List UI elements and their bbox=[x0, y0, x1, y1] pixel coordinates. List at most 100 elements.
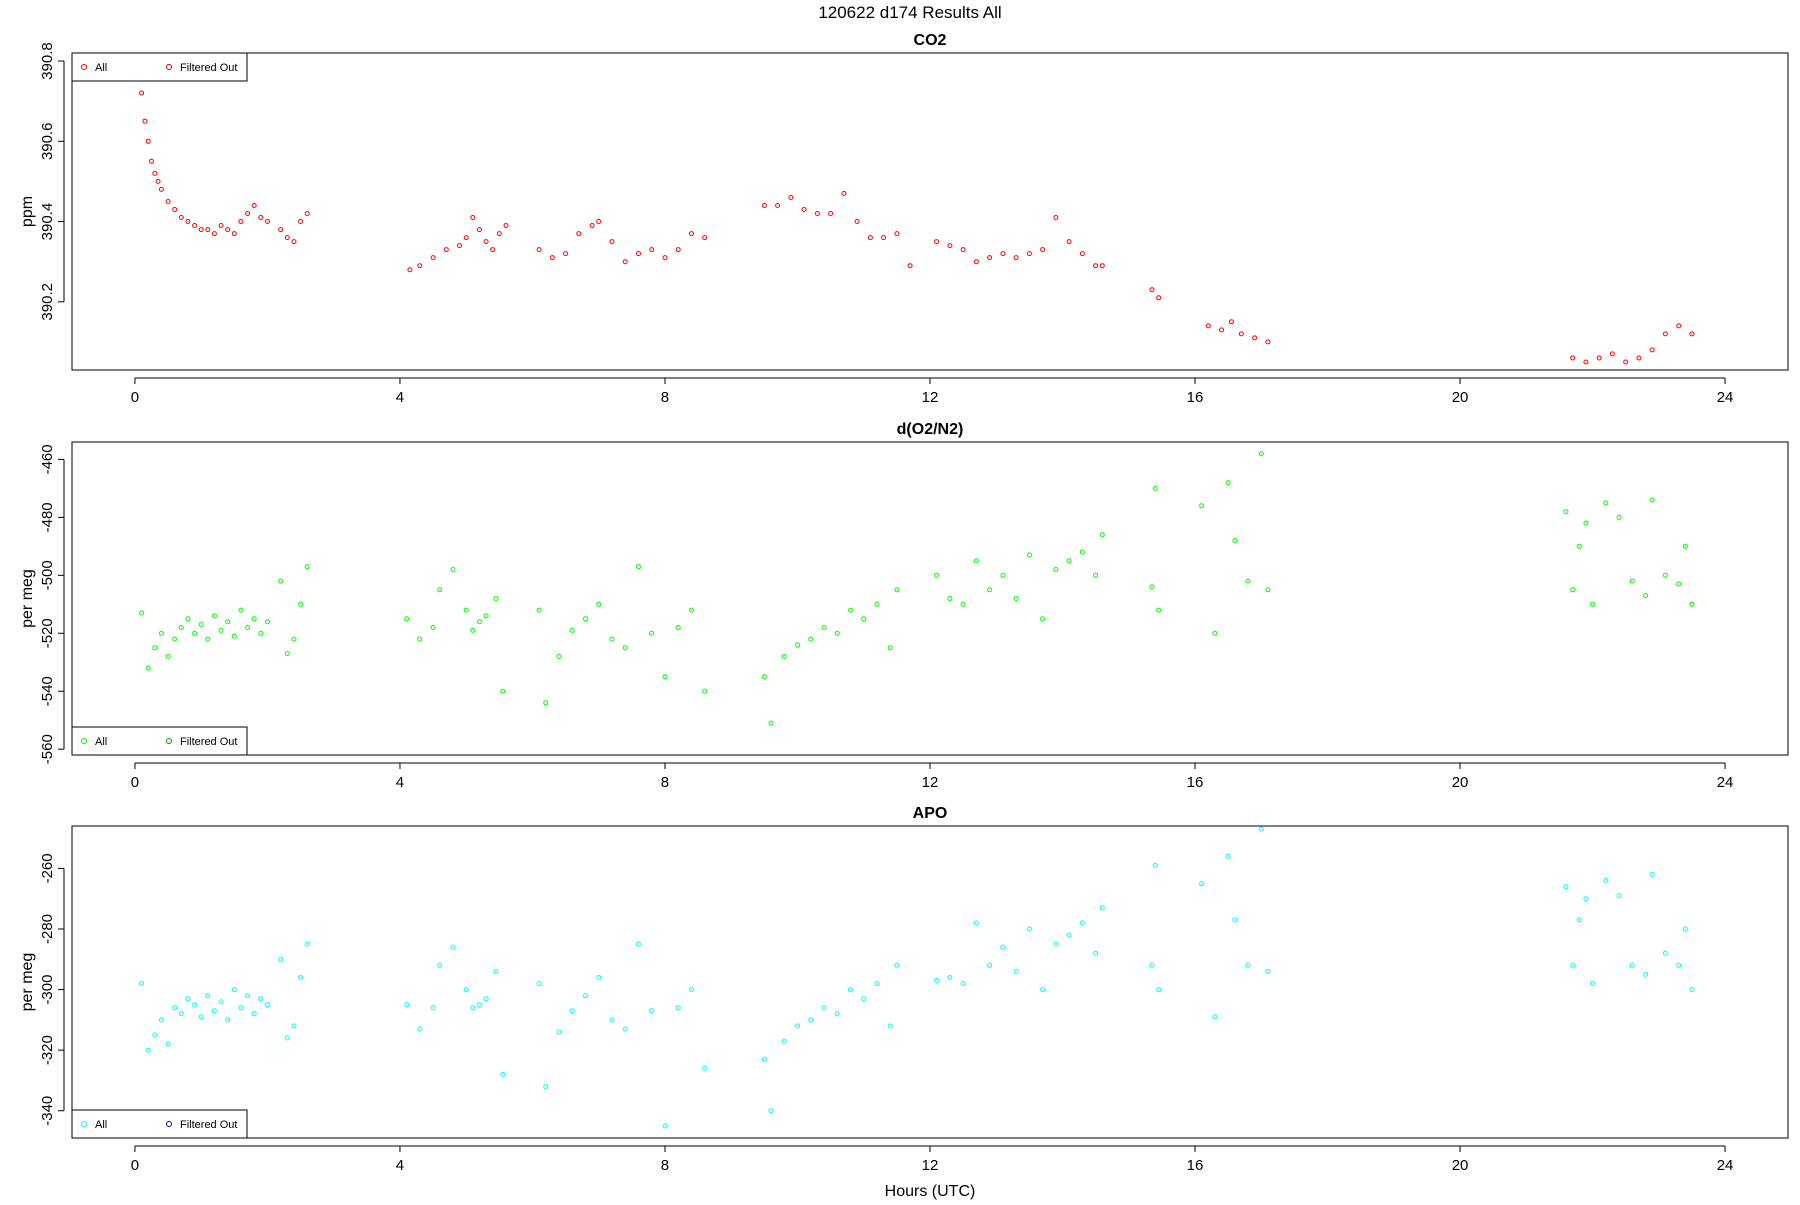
o2n2-data-point bbox=[205, 636, 211, 642]
o2n2-data-point bbox=[1616, 514, 1622, 520]
apo-data-point bbox=[848, 987, 853, 993]
co2-data-point bbox=[483, 239, 489, 245]
apo-data-point bbox=[483, 996, 489, 1002]
co2-data-point bbox=[1662, 331, 1668, 337]
apo-data-point bbox=[238, 1005, 244, 1011]
apo-data-point bbox=[1212, 1014, 1218, 1020]
co2-legend-box bbox=[71, 52, 248, 82]
o2n2-data-point bbox=[1245, 578, 1251, 584]
apo-data-point bbox=[1026, 926, 1032, 932]
o2n2-data-point bbox=[808, 636, 814, 642]
co2-data-point bbox=[496, 231, 502, 237]
co2-data-point bbox=[225, 227, 231, 233]
apo-data-point bbox=[1662, 950, 1668, 956]
co2-data-point bbox=[245, 211, 251, 216]
o2n2-data-point bbox=[583, 616, 588, 622]
o2n2-data-point bbox=[834, 630, 840, 636]
co2-y-axis-label: ppm bbox=[19, 196, 36, 227]
apo-data-point bbox=[265, 1002, 270, 1008]
o2n2-data-point bbox=[556, 654, 562, 659]
co2-data-point bbox=[947, 243, 953, 249]
apo-data-point bbox=[781, 1038, 787, 1044]
apo-x-tick-label: 24 bbox=[1717, 1157, 1734, 1174]
co2-data-point bbox=[1238, 331, 1244, 337]
o2n2-data-point bbox=[198, 622, 204, 628]
o2n2-data-point bbox=[463, 607, 469, 613]
co2-data-point bbox=[973, 259, 979, 265]
apo-data-point bbox=[172, 1005, 178, 1011]
co2-data-point bbox=[185, 219, 191, 224]
o2n2-x-tick-label: 0 bbox=[131, 774, 139, 791]
co2-data-point bbox=[1219, 327, 1224, 333]
apo-data-point bbox=[689, 987, 694, 993]
o2n2-data-point bbox=[231, 633, 237, 639]
o2n2-x-tick-label: 12 bbox=[922, 774, 939, 791]
apo-data-point bbox=[152, 1032, 158, 1038]
apo-data-point bbox=[536, 981, 542, 986]
o2n2-legend-marker-filtered-out bbox=[166, 738, 172, 744]
o2n2-data-point bbox=[493, 596, 499, 601]
apo-data-point bbox=[231, 987, 237, 993]
apo-plot-frame bbox=[71, 825, 1789, 1139]
o2n2-data-point bbox=[404, 616, 410, 622]
apo-data-point bbox=[973, 920, 979, 926]
o2n2-data-point bbox=[1026, 552, 1032, 558]
apo-data-point bbox=[477, 1002, 482, 1008]
apo-data-point bbox=[493, 968, 499, 974]
apo-data-point bbox=[1099, 905, 1105, 911]
apo-data-point bbox=[463, 987, 469, 993]
o2n2-data-point bbox=[218, 627, 224, 633]
apo-data-point bbox=[145, 1047, 151, 1053]
apo-data-point bbox=[596, 975, 602, 980]
o2n2-data-point bbox=[437, 587, 443, 593]
apo-data-point bbox=[225, 1017, 231, 1023]
o2n2-y-tick-label: -520 bbox=[39, 618, 56, 648]
apo-y-tick-label: -260 bbox=[39, 853, 56, 883]
o2n2-y-tick-label: -540 bbox=[39, 676, 56, 706]
apo-data-point bbox=[192, 1002, 198, 1008]
co2-data-point bbox=[622, 259, 628, 265]
apo-y-tick-label: -340 bbox=[39, 1096, 56, 1126]
co2-data-point bbox=[258, 215, 264, 220]
co2-data-point bbox=[867, 235, 873, 241]
co2-data-point bbox=[814, 211, 820, 216]
apo-data-point bbox=[636, 941, 641, 947]
co2-data-point bbox=[1099, 263, 1105, 269]
apo-data-point bbox=[1603, 878, 1609, 883]
apo-data-point bbox=[1590, 981, 1595, 986]
co2-data-point bbox=[304, 211, 310, 216]
apo-data-point bbox=[960, 981, 966, 986]
apo-legend-box bbox=[71, 1109, 248, 1139]
co2-data-point bbox=[1649, 347, 1655, 353]
co2-data-point bbox=[536, 247, 542, 253]
apo-x-tick-label: 4 bbox=[396, 1157, 404, 1174]
o2n2-y-axis-label: per meg bbox=[19, 569, 36, 628]
o2n2-data-point bbox=[192, 630, 198, 636]
o2n2-data-point bbox=[470, 627, 476, 633]
co2-data-point bbox=[198, 227, 204, 233]
apo-data-point bbox=[987, 962, 993, 968]
co2-data-point bbox=[155, 178, 161, 184]
co2-data-point bbox=[1093, 263, 1099, 269]
co2-data-point bbox=[231, 231, 237, 237]
o2n2-data-point bbox=[1232, 538, 1238, 543]
apo-data-point bbox=[543, 1084, 549, 1089]
apo-legend-label-all: All bbox=[95, 1119, 107, 1131]
apo-data-point bbox=[1689, 987, 1695, 993]
apo-y-tick-label: -300 bbox=[39, 975, 56, 1005]
co2-data-point bbox=[828, 211, 834, 216]
o2n2-data-point bbox=[483, 613, 489, 619]
co2-data-point bbox=[1636, 355, 1642, 361]
co2-data-point bbox=[563, 251, 569, 257]
co2-data-point bbox=[576, 231, 582, 237]
o2n2-data-point bbox=[894, 587, 900, 593]
co2-data-point bbox=[636, 251, 641, 257]
apo-data-point bbox=[702, 1065, 708, 1071]
co2-x-tick-label: 20 bbox=[1452, 389, 1469, 406]
o2n2-legend-marker-all bbox=[81, 738, 87, 744]
apo-data-point bbox=[1013, 968, 1019, 974]
apo-data-point bbox=[304, 941, 310, 947]
o2n2-data-point bbox=[1563, 509, 1569, 515]
co2-data-point bbox=[192, 223, 198, 228]
o2n2-data-point bbox=[1676, 581, 1682, 587]
